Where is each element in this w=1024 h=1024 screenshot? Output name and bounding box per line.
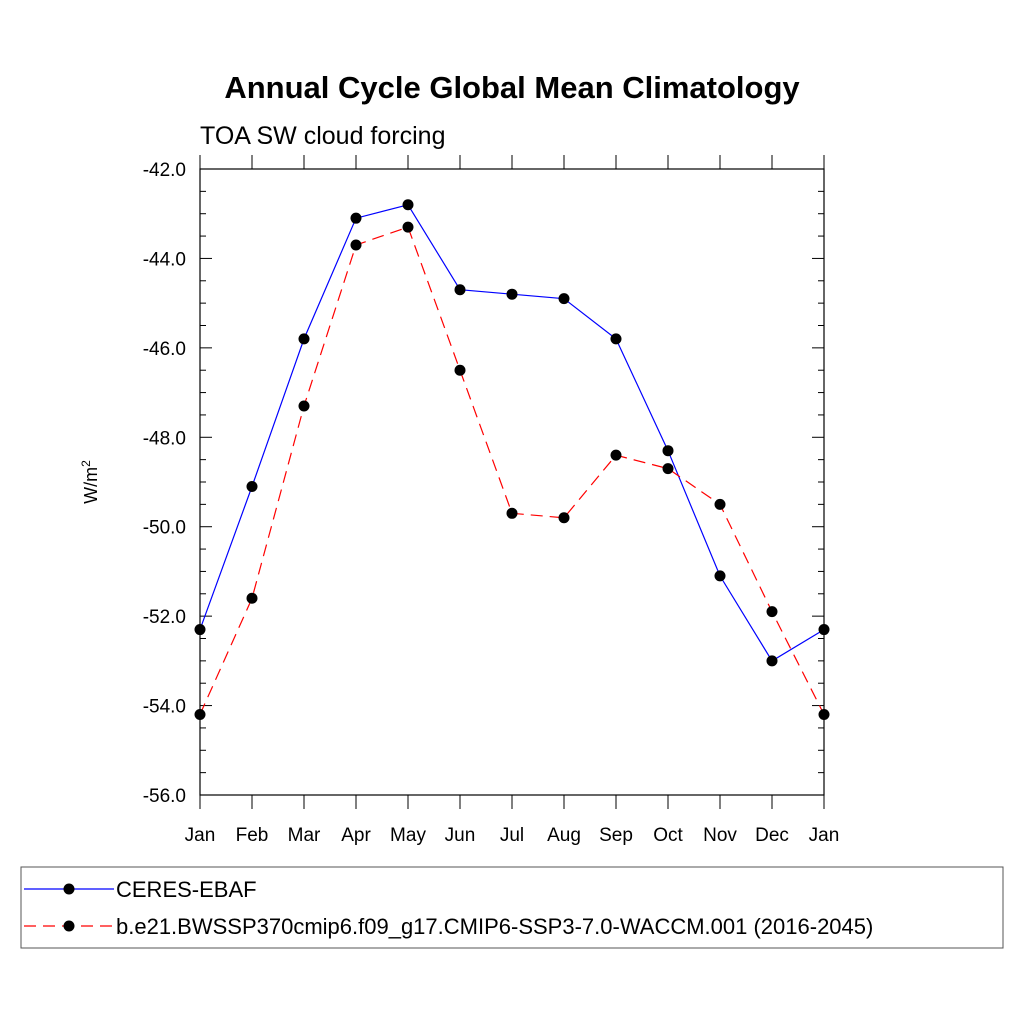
series-1-point	[766, 655, 778, 667]
x-tick-label: Jan	[185, 825, 216, 846]
y-tick-label: -50.0	[143, 518, 186, 539]
y-axis-label-superscript: 2	[79, 460, 93, 467]
x-tick-label: Dec	[755, 825, 789, 846]
series-1-point	[818, 624, 830, 636]
series-1-point	[454, 284, 466, 296]
series-2-point	[766, 606, 778, 618]
x-tick-label: Jun	[445, 825, 476, 846]
y-axis-label-text: W/m	[81, 467, 101, 504]
plot-axes	[199, 168, 825, 796]
legend-box	[20, 866, 1004, 949]
series-2-point	[506, 507, 518, 519]
x-tick-label: Mar	[288, 825, 321, 846]
series-2-point	[714, 498, 726, 510]
x-tick-labels: Jan Feb Mar Apr May Jun Jul Aug Sep Oct Nov Dec Jan	[185, 825, 840, 846]
x-tick-label: Apr	[341, 825, 371, 846]
series-2-point	[402, 221, 414, 233]
series-1-point	[506, 288, 518, 300]
series-1-point	[662, 445, 674, 457]
x-tick-label: Jul	[500, 825, 524, 846]
series-2-point	[610, 449, 622, 461]
series-layer	[194, 199, 830, 721]
chart-title: Annual Cycle Global Mean Climatology	[224, 70, 800, 105]
legend-label-series-1: CERES-EBAF	[116, 877, 257, 902]
y-tick-label: -56.0	[143, 786, 186, 807]
series-1-point	[402, 199, 414, 211]
series-2-point	[298, 400, 310, 412]
y-tick-label: -48.0	[143, 428, 186, 449]
series-2-point	[558, 512, 570, 524]
chart-subtitle: TOA SW cloud forcing	[200, 122, 445, 150]
y-tick-label: -46.0	[143, 339, 186, 360]
x-tick-label: Nov	[703, 825, 737, 846]
series-1-point	[350, 212, 362, 224]
x-tick-label: May	[390, 825, 426, 846]
series-2-point	[818, 709, 830, 721]
y-axis-label: W/m2	[79, 460, 101, 504]
series-2-point	[662, 463, 674, 475]
series-1-point	[610, 333, 622, 345]
series-2-point	[246, 592, 258, 604]
legend-marker-series-1	[63, 883, 75, 895]
series-line-1	[199, 204, 825, 662]
y-tick-label: -42.0	[143, 160, 186, 181]
series-1-point	[558, 293, 570, 305]
series-1-point	[246, 480, 258, 492]
y-tick-label: -54.0	[143, 697, 186, 718]
series-1-point	[194, 624, 206, 636]
series-2-point	[454, 364, 466, 376]
legend-label-series-2: b.e21.BWSSP370cmip6.f09_g17.CMIP6-SSP3-7…	[116, 914, 873, 939]
series-2-point	[350, 239, 362, 251]
x-tick-label: Oct	[653, 825, 683, 846]
series-1-point	[298, 333, 310, 345]
axis-ticks	[199, 155, 825, 809]
x-tick-label: Jan	[809, 825, 840, 846]
y-tick-label: -44.0	[143, 249, 186, 270]
x-tick-label: Aug	[547, 825, 581, 846]
series-line-2	[199, 226, 825, 715]
x-tick-label: Sep	[599, 825, 633, 846]
series-2-point	[194, 709, 206, 721]
legend: CERES-EBAF b.e21.BWSSP370cmip6.f09_g17.C…	[20, 866, 1004, 949]
x-tick-label: Feb	[236, 825, 269, 846]
series-1-point	[714, 570, 726, 582]
legend-marker-series-2	[63, 920, 75, 932]
y-tick-labels: -42.0 -44.0 -46.0 -48.0 -50.0 -52.0 -54.0 -56.0	[143, 160, 186, 807]
plot-frame	[199, 168, 825, 796]
y-tick-label: -52.0	[143, 607, 186, 628]
